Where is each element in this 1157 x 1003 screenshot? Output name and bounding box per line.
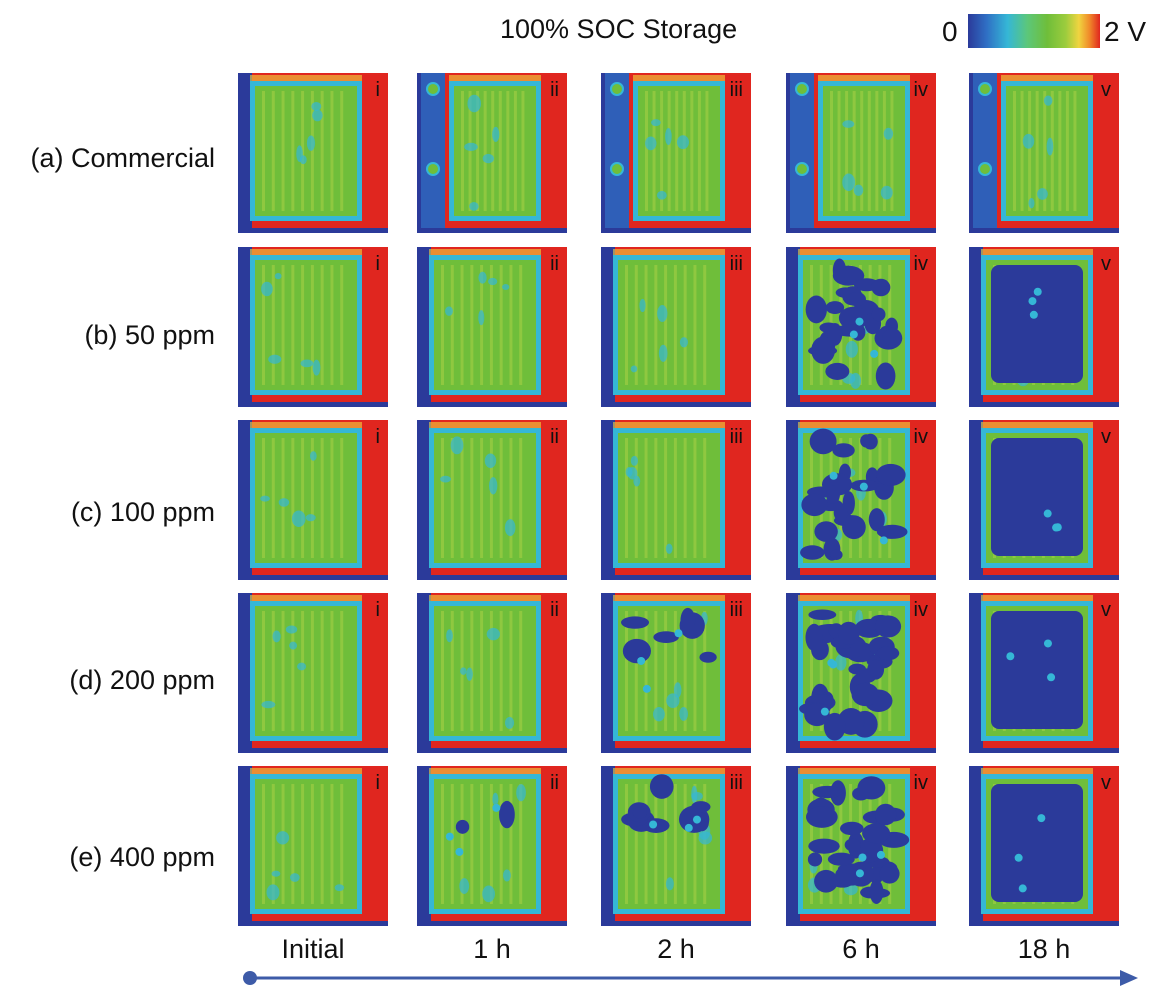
- voltage-map-image: [238, 420, 388, 580]
- panel-numeral: i: [375, 426, 380, 448]
- figure-title: 100% SOC Storage: [500, 14, 738, 44]
- col-label-1h: 1 h: [473, 934, 511, 964]
- voltage-map-image: [417, 247, 567, 407]
- voltage-map-panel: ii: [417, 73, 567, 233]
- colorbar: [968, 14, 1100, 48]
- row-label-50ppm: (b) 50 ppm: [84, 320, 215, 350]
- voltage-map-image: [238, 73, 388, 233]
- voltage-map-image: [417, 420, 567, 580]
- row-label-200ppm: (d) 200 ppm: [69, 665, 215, 695]
- col-label-initial: Initial: [281, 934, 345, 964]
- time-arrow: [243, 970, 1138, 986]
- panel-numeral: v: [1101, 772, 1111, 794]
- panel-numeral: ii: [550, 599, 559, 621]
- row-label-commercial: (a) Commercial: [30, 143, 215, 173]
- panel-numeral: i: [375, 79, 380, 101]
- panel-numeral: v: [1101, 426, 1111, 448]
- row-label-100ppm: (c) 100 ppm: [70, 497, 215, 527]
- panel-numeral: iii: [729, 253, 743, 275]
- voltage-map-panel: ii: [417, 593, 567, 753]
- voltage-map-panel: v: [969, 420, 1119, 580]
- voltage-map-panel: ii: [417, 247, 567, 407]
- panel-numeral: iii: [729, 772, 743, 794]
- voltage-map-panel: ii: [417, 420, 567, 580]
- col-label-18h: 18 h: [1017, 934, 1071, 964]
- panel-numeral: iv: [913, 79, 928, 101]
- panel-numeral: v: [1101, 79, 1111, 101]
- voltage-map-image: [786, 420, 936, 580]
- voltage-map-panel: iv: [786, 420, 936, 580]
- voltage-map-panel: iii: [601, 73, 751, 233]
- voltage-map-image: [238, 766, 388, 926]
- panel-numeral: iv: [913, 772, 928, 794]
- colorbar-max-label: 2 V: [1104, 16, 1147, 47]
- panel-numeral: iv: [913, 426, 928, 448]
- panel-numeral: v: [1101, 599, 1111, 621]
- voltage-map-image: [601, 73, 751, 233]
- voltage-map-panel: iii: [601, 593, 751, 753]
- voltage-map-panel: v: [969, 593, 1119, 753]
- col-label-6h: 6 h: [842, 934, 880, 964]
- panel-numeral: ii: [550, 426, 559, 448]
- voltage-map-image: [786, 73, 936, 233]
- voltage-map-panel: i: [238, 420, 388, 580]
- voltage-map-panel: iii: [601, 420, 751, 580]
- voltage-map-panel: i: [238, 766, 388, 926]
- voltage-map-panel: v: [969, 73, 1119, 233]
- panel-numeral: i: [375, 253, 380, 275]
- voltage-map-image: [969, 247, 1119, 407]
- voltage-map-image: [601, 593, 751, 753]
- voltage-map-image: [417, 73, 567, 233]
- voltage-map-panel: iv: [786, 593, 936, 753]
- panel-numeral: i: [375, 599, 380, 621]
- voltage-map-panel: v: [969, 247, 1119, 407]
- voltage-map-panel: iv: [786, 766, 936, 926]
- voltage-map-image: [417, 766, 567, 926]
- panel-numeral: iii: [729, 599, 743, 621]
- voltage-map-image: [969, 593, 1119, 753]
- panel-numeral: iii: [729, 79, 743, 101]
- panel-numeral: ii: [550, 79, 559, 101]
- voltage-map-panel: iv: [786, 247, 936, 407]
- panel-numeral: iii: [729, 426, 743, 448]
- voltage-map-panel: iii: [601, 766, 751, 926]
- voltage-map-image: [786, 247, 936, 407]
- voltage-map-image: [969, 766, 1119, 926]
- panel-numeral: v: [1101, 253, 1111, 275]
- voltage-map-image: [601, 766, 751, 926]
- voltage-map-panel: i: [238, 247, 388, 407]
- voltage-map-panel: i: [238, 73, 388, 233]
- col-label-2h: 2 h: [657, 934, 695, 964]
- voltage-map-image: [238, 593, 388, 753]
- voltage-map-image: [969, 73, 1119, 233]
- panel-numeral: iv: [913, 253, 928, 275]
- voltage-map-panel: i: [238, 593, 388, 753]
- panel-numeral: i: [375, 772, 380, 794]
- voltage-map-image: [601, 420, 751, 580]
- voltage-map-image: [417, 593, 567, 753]
- row-label-400ppm: (e) 400 ppm: [69, 842, 215, 872]
- panel-numeral: ii: [550, 253, 559, 275]
- voltage-map-panel: v: [969, 766, 1119, 926]
- voltage-map-image: [786, 766, 936, 926]
- voltage-map-image: [238, 247, 388, 407]
- voltage-map-panel: ii: [417, 766, 567, 926]
- panel-numeral: iv: [913, 599, 928, 621]
- voltage-map-image: [601, 247, 751, 407]
- colorbar-min-label: 0: [942, 16, 958, 47]
- voltage-map-image: [969, 420, 1119, 580]
- voltage-map-panel: iv: [786, 73, 936, 233]
- voltage-map-panel: iii: [601, 247, 751, 407]
- voltage-map-image: [786, 593, 936, 753]
- panel-numeral: ii: [550, 772, 559, 794]
